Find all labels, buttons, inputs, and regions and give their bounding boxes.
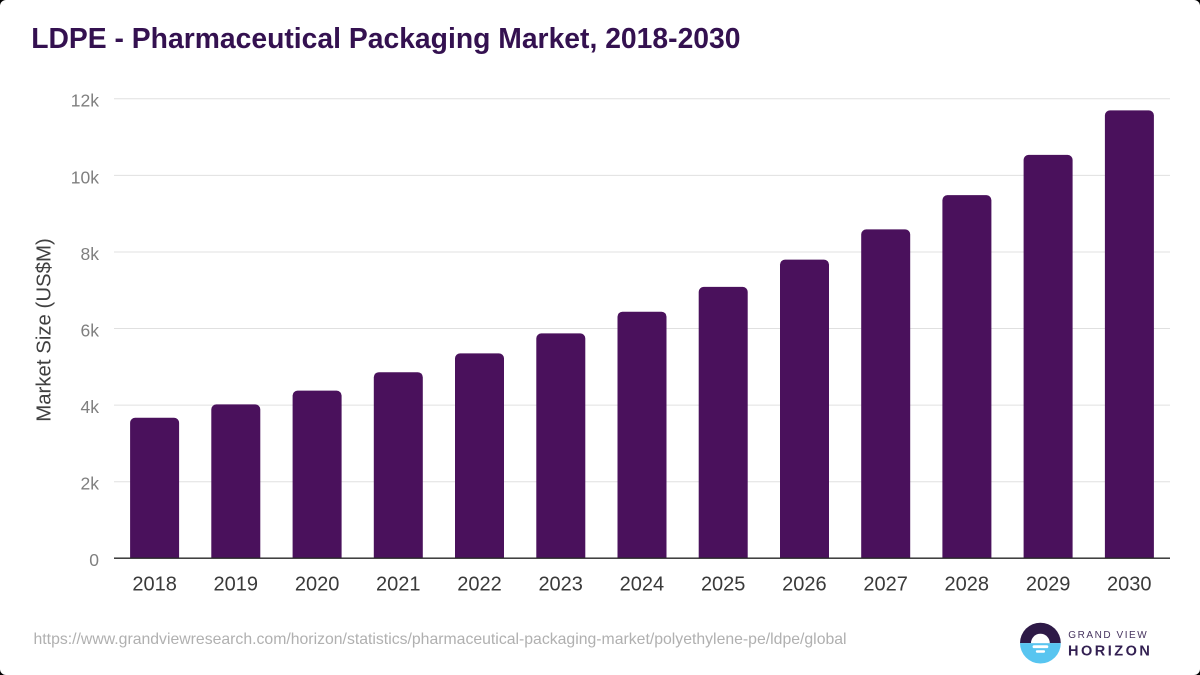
svg-text:2024: 2024 xyxy=(620,574,665,596)
svg-text:2020: 2020 xyxy=(295,574,340,596)
svg-text:12k: 12k xyxy=(71,91,99,111)
svg-text:LDPE - Pharmaceutical Packagin: LDPE - Pharmaceutical Packaging Market, … xyxy=(31,22,740,54)
svg-text:8k: 8k xyxy=(81,244,100,264)
svg-text:2023: 2023 xyxy=(538,574,583,596)
svg-text:2028: 2028 xyxy=(945,574,990,596)
svg-text:2021: 2021 xyxy=(376,574,421,596)
svg-text:0: 0 xyxy=(89,550,99,570)
svg-text:2019: 2019 xyxy=(214,574,259,596)
svg-text:2029: 2029 xyxy=(1026,574,1071,596)
svg-text:2027: 2027 xyxy=(863,574,908,596)
svg-text:2026: 2026 xyxy=(782,574,827,596)
svg-text:HORIZON: HORIZON xyxy=(1068,644,1152,660)
svg-text:Market Size (US$M): Market Size (US$M) xyxy=(33,238,55,422)
svg-text:2030: 2030 xyxy=(1107,574,1152,596)
svg-text:https://www.grandviewresearch.: https://www.grandviewresearch.com/horizo… xyxy=(34,631,847,648)
svg-text:2k: 2k xyxy=(81,474,100,494)
svg-text:10k: 10k xyxy=(71,167,99,187)
svg-text:2025: 2025 xyxy=(701,574,746,596)
svg-text:4k: 4k xyxy=(81,397,100,417)
svg-text:GRAND VIEW: GRAND VIEW xyxy=(1068,630,1148,641)
svg-text:6k: 6k xyxy=(81,320,100,340)
svg-text:2022: 2022 xyxy=(457,574,502,596)
svg-text:2018: 2018 xyxy=(132,574,177,596)
